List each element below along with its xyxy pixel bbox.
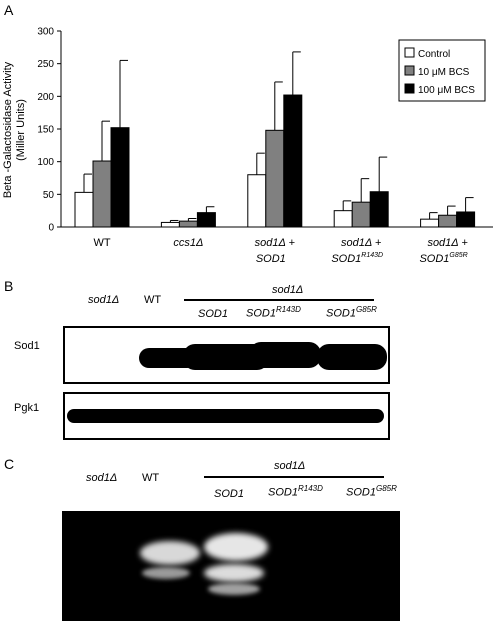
bar (420, 218, 440, 228)
blot-b-group-label: sod1Δ (272, 284, 304, 296)
x-tick-label: WT (93, 237, 110, 249)
y-tick-label: 250 (37, 59, 54, 70)
band-sod1-g85r (317, 344, 387, 370)
chart-x-labels: WT ccs1Δ sod1Δ + SOD1 sod1Δ + SOD1R143D sod1Δ … (93, 237, 468, 265)
x-tick-label: sod1Δ + (341, 237, 382, 249)
blot-c-lane-sod1d: sod1Δ (86, 472, 118, 484)
y-axis-label-units: (Miller Units) (15, 99, 27, 161)
x-tick-label-line2: SOD1 (256, 253, 286, 265)
legend-swatch-100uM (404, 83, 415, 94)
bar (160, 221, 180, 228)
bar (456, 211, 476, 228)
y-tick-label: 150 (37, 125, 54, 136)
bar (247, 174, 267, 228)
bar (351, 201, 371, 228)
blot-b-lane-sod1d: sod1Δ (88, 294, 120, 306)
x-tick-label-line2: SOD1R143D (331, 252, 383, 265)
legend-label-control: Control (418, 49, 450, 60)
blot-pgk1 (63, 392, 390, 440)
blot-c-lane-r143d: SOD1R143D (268, 484, 323, 499)
bar (178, 220, 198, 228)
y-tick-label: 50 (43, 190, 55, 201)
blot-b-group-line (184, 299, 374, 301)
panel-a-letter: A (4, 2, 14, 18)
blot-b-lane-sod1: SOD1 (198, 308, 228, 320)
chart-bars (74, 94, 476, 228)
legend-label-100uM: 100 μM BCS (418, 85, 475, 96)
blot-b-lane-wt: WT (144, 294, 162, 306)
chart-legend: Control 10 μM BCS 100 μM BCS (398, 39, 486, 102)
legend-swatch-10uM (404, 65, 415, 76)
bar (265, 129, 285, 228)
gel-band-wt (140, 541, 200, 579)
x-tick-label: sod1Δ + (255, 237, 296, 249)
panel-c-letter: C (4, 456, 15, 472)
chart-y-ticks: 0 50 100 150 200 250 300 (37, 27, 61, 234)
blot-c-lane-sod1: SOD1 (214, 488, 244, 500)
bar (333, 210, 353, 228)
x-tick-label: ccs1Δ (173, 237, 203, 249)
bar (110, 127, 130, 228)
x-tick-label-line2: SOD1G85R (419, 252, 467, 265)
bar (369, 191, 389, 228)
band-pgk1 (67, 409, 384, 423)
bar (92, 160, 112, 228)
blot-sod1 (63, 326, 390, 384)
blot-c-group-line (204, 476, 384, 478)
bar (196, 212, 216, 228)
y-tick-label: 100 (37, 157, 54, 168)
blot-c-group-label: sod1Δ (274, 460, 306, 472)
blot-c-lane-wt: WT (142, 472, 160, 484)
blot-b-lane-r143d: SOD1R143D (246, 305, 301, 320)
y-tick-label: 200 (37, 92, 54, 103)
band-sod1-wt (139, 348, 197, 368)
blot-row-pgk1-label: Pgk1 (14, 402, 40, 414)
blot-c-lane-g85r: SOD1G85R (346, 484, 397, 499)
legend-label-10uM: 10 μM BCS (418, 67, 470, 78)
blot-row-sod1-label: Sod1 (14, 340, 40, 352)
blot-b-lane-g85r: SOD1G85R (326, 305, 377, 320)
legend-swatch-control (404, 47, 415, 58)
bar (283, 94, 303, 228)
activity-gel (62, 511, 400, 621)
bar (438, 214, 458, 228)
bar (74, 191, 94, 228)
x-tick-label: sod1Δ + (427, 237, 468, 249)
y-axis-label: Beta -Galactosidase Activity (2, 61, 14, 198)
chart-error-bars (83, 51, 474, 223)
band-sod1-r143d (249, 342, 321, 368)
bar-chart: 0 50 100 150 200 250 300 WT ccs1Δ sod1Δ + SOD1 sod… (2, 27, 493, 265)
y-tick-label: 0 (48, 223, 54, 234)
y-tick-label: 300 (37, 27, 54, 38)
gel-band-sod1 (204, 533, 268, 595)
panel-b-letter: B (4, 278, 14, 294)
